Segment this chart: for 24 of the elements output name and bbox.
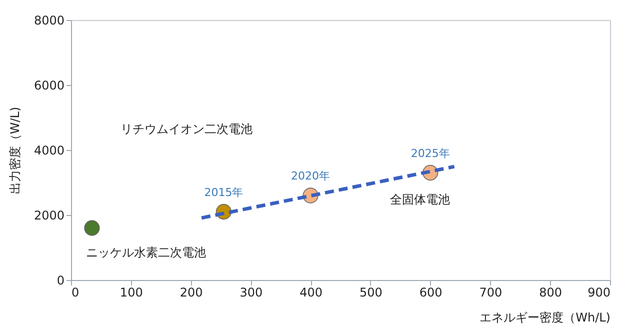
x-tick-label: 100 bbox=[120, 286, 143, 300]
x-tick-label: 0 bbox=[72, 286, 80, 300]
x-tick-label: 700 bbox=[479, 286, 502, 300]
x-tick-label: 200 bbox=[180, 286, 203, 300]
annotation: 全固体電池 bbox=[390, 192, 450, 207]
point bbox=[84, 220, 100, 236]
y-axis-title: 出力密度（W/L) bbox=[8, 106, 22, 194]
y-tick-label: 2000 bbox=[34, 208, 64, 222]
y-tick-label: 0 bbox=[56, 274, 64, 288]
x-tick-label: 900 bbox=[588, 286, 610, 300]
annotation: ニッケル水素二次電池 bbox=[86, 245, 206, 260]
x-tick-label: 800 bbox=[539, 286, 562, 300]
x-axis-title: エネルギー密度（Wh/L) bbox=[480, 310, 610, 324]
x-tick-label: 600 bbox=[419, 286, 442, 300]
x-tick-label: 300 bbox=[240, 286, 263, 300]
annotation: 2020年 bbox=[291, 170, 330, 182]
x-tick-label: 500 bbox=[359, 286, 382, 300]
y-tick-label: 6000 bbox=[34, 78, 64, 92]
annotation: 2025年 bbox=[410, 146, 450, 160]
y-tick-label: 8000 bbox=[34, 14, 64, 28]
y-tick-label: 4000 bbox=[34, 144, 64, 158]
annotation: リチウムイオン二次電池 bbox=[120, 122, 253, 136]
annotation: 2015年 bbox=[204, 186, 244, 199]
x-tick-label: 400 bbox=[300, 286, 323, 300]
